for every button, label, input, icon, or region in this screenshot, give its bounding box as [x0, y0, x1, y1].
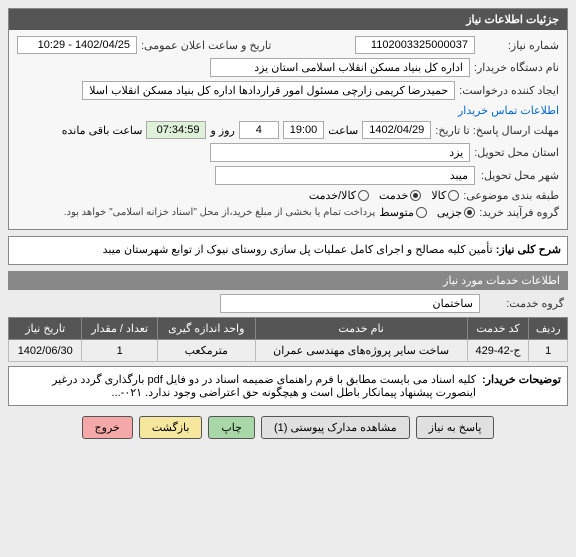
category-radios: کالا خدمت کالا/خدمت: [309, 189, 459, 202]
col-name: نام خدمت: [255, 318, 467, 340]
province-label: استان محل تحویل:: [474, 146, 559, 159]
radio-medium[interactable]: متوسط: [379, 206, 427, 219]
row-process: گروه فرآیند خرید: جزیی متوسط پرداخت تمام…: [17, 206, 559, 219]
panel-title: جزئیات اطلاعات نیاز: [9, 9, 567, 30]
row-province: استان محل تحویل: یزد: [17, 143, 559, 162]
need-desc-text: تأمین کلیه مصالح و اجرای کامل عملیات پل …: [103, 244, 493, 256]
need-description-box: شرح کلی نیاز: تأمین کلیه مصالح و اجرای ک…: [8, 236, 568, 265]
deadline-date: 1402/04/29: [362, 121, 431, 139]
cell-unit: مترمکعب: [157, 340, 255, 362]
cell-row: 1: [529, 340, 568, 362]
row-deadline: مهلت ارسال پاسخ: تا تاریخ: 1402/04/29 سا…: [17, 121, 559, 139]
announce-value: 1402/04/25 - 10:29: [17, 36, 137, 54]
deadline-label: مهلت ارسال پاسخ: تا تاریخ:: [435, 124, 559, 137]
services-title: اطلاعات خدمات مورد نیاز: [8, 271, 568, 290]
deadline-time: 19:00: [283, 121, 325, 139]
row-need-no: شماره نیاز: 1102003325000037 تاریخ و ساع…: [17, 36, 559, 54]
cell-qty: 1: [82, 340, 157, 362]
requester-label: ایجاد کننده درخواست:: [459, 84, 559, 97]
remaining-label: ساعت باقی مانده: [62, 124, 143, 137]
contact-link[interactable]: اطلاعات تماس خریدار: [458, 104, 559, 117]
radio-service[interactable]: خدمت: [379, 189, 421, 202]
time-label: ساعت: [328, 124, 358, 137]
days-label: روز و: [210, 124, 234, 137]
table-row[interactable]: 1 ج-42-429 ساخت سایر پروژه‌های مهندسی عم…: [9, 340, 568, 362]
process-label: گروه فرآیند خرید:: [479, 206, 559, 219]
col-code: کد خدمت: [467, 318, 529, 340]
city-value: میبد: [215, 166, 475, 185]
row-city: شهر محل تحویل: میبد: [17, 166, 559, 185]
row-service-group: گروه خدمت: ساختمان: [8, 294, 568, 313]
category-label: طبقه بندی موضوعی:: [463, 189, 559, 202]
col-qty: تعداد / مقدار: [82, 318, 157, 340]
radio-both[interactable]: کالا/خدمت: [309, 189, 369, 202]
row-category: طبقه بندی موضوعی: کالا خدمت کالا/خدمت: [17, 189, 559, 202]
process-radios: جزیی متوسط: [379, 206, 475, 219]
col-row: ردیف: [529, 318, 568, 340]
province-value: یزد: [210, 143, 470, 162]
remarks-box: توضیحات خریدار: کلیه اسناد می بایست مطاب…: [8, 366, 568, 406]
cell-date: 1402/06/30: [9, 340, 82, 362]
remaining-value: 07:34:59: [146, 121, 206, 139]
cell-code: ج-42-429: [467, 340, 529, 362]
remarks-text: کلیه اسناد می بایست مطابق با فرم راهنمای…: [15, 373, 476, 399]
col-unit: واحد اندازه گیری: [157, 318, 255, 340]
details-panel: جزئیات اطلاعات نیاز شماره نیاز: 11020033…: [8, 8, 568, 230]
row-requester: ایجاد کننده درخواست: حمیدرضا کریمی زارچی…: [17, 81, 559, 117]
cell-name: ساخت سایر پروژه‌های مهندسی عمران: [255, 340, 467, 362]
need-no-value: 1102003325000037: [355, 36, 475, 54]
need-desc-label: شرح کلی نیاز:: [496, 243, 561, 256]
days-value: 4: [239, 121, 279, 139]
requester-value: حمیدرضا کریمی زارچی مسئول امور قراردادها…: [82, 81, 455, 100]
panel-body: شماره نیاز: 1102003325000037 تاریخ و ساع…: [9, 30, 567, 229]
buyer-value: اداره کل بنیاد مسکن انقلاب اسلامی استان …: [210, 58, 470, 77]
services-table: ردیف کد خدمت نام خدمت واحد اندازه گیری ت…: [8, 317, 568, 362]
remarks-label: توضیحات خریدار:: [482, 373, 561, 399]
process-note: پرداخت تمام یا بخشی از مبلغ خرید،از محل …: [64, 207, 376, 218]
buyer-label: نام دستگاه خریدار:: [474, 61, 559, 74]
exit-button[interactable]: خروج: [82, 416, 133, 439]
service-group-value: ساختمان: [220, 294, 480, 313]
radio-minor[interactable]: جزیی: [437, 206, 475, 219]
row-buyer: نام دستگاه خریدار: اداره کل بنیاد مسکن ا…: [17, 58, 559, 77]
col-date: تاریخ نیاز: [9, 318, 82, 340]
table-header-row: ردیف کد خدمت نام خدمت واحد اندازه گیری ت…: [9, 318, 568, 340]
announce-label: تاریخ و ساعت اعلان عمومی:: [141, 39, 271, 52]
city-label: شهر محل تحویل:: [479, 169, 559, 182]
attachments-button[interactable]: مشاهده مدارک پیوستی (1): [261, 416, 410, 439]
back-button[interactable]: بازگشت: [139, 416, 203, 439]
radio-goods[interactable]: کالا: [431, 189, 459, 202]
reply-button[interactable]: پاسخ به نیاز: [416, 416, 495, 439]
need-no-label: شماره نیاز:: [479, 39, 559, 52]
print-button[interactable]: چاپ: [208, 416, 255, 439]
button-row: پاسخ به نیاز مشاهده مدارک پیوستی (1) چاپ…: [8, 416, 568, 439]
service-group-label: گروه خدمت:: [484, 297, 564, 310]
